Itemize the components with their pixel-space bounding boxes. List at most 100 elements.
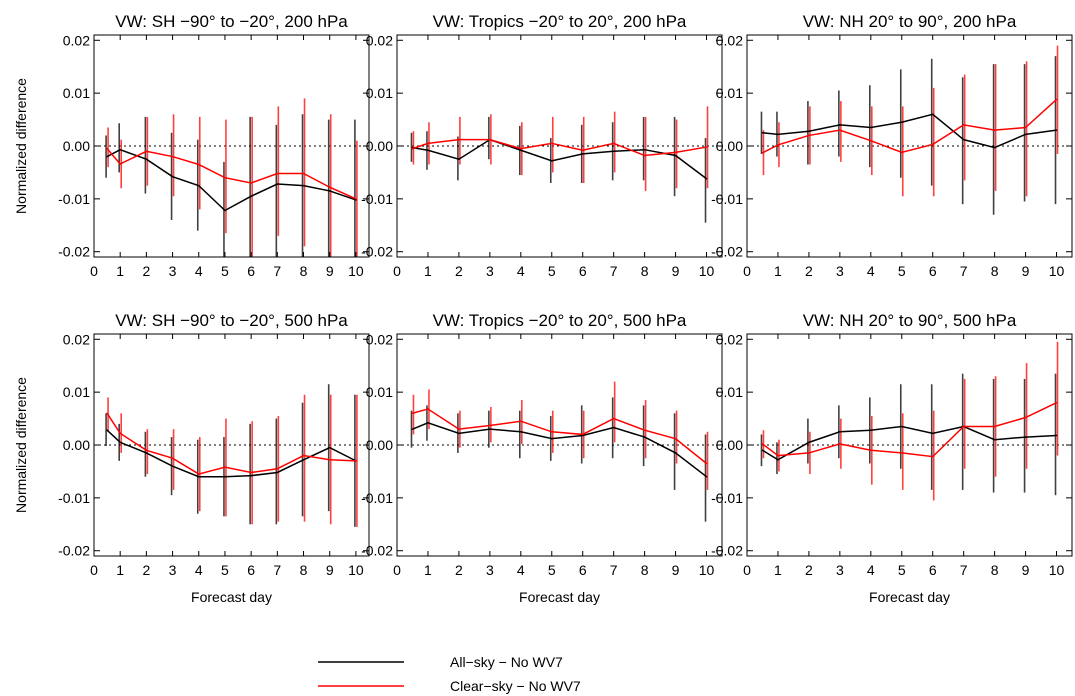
data-point <box>224 475 226 478</box>
x-tick-label: 5 <box>221 263 229 279</box>
data-point <box>328 446 331 449</box>
series-line-clear-sky <box>106 412 356 475</box>
chart-panel-4: VW: SH −90° to −20°, 500 hPa 0 1 2 3 4 5 6 7 8 9 10… <box>13 311 370 605</box>
data-point <box>171 155 174 158</box>
y-tick-label: -0.01 <box>711 490 743 506</box>
data-point <box>458 138 460 141</box>
y-tick-label: 0.02 <box>366 331 393 347</box>
y-tick-label: -0.02 <box>711 543 743 559</box>
data-point <box>171 457 174 460</box>
x-tick-label: 8 <box>991 562 999 578</box>
x-tick-label: 4 <box>195 562 203 578</box>
y-tick-label: 0.01 <box>716 384 743 400</box>
y-tick-label: 0.00 <box>63 437 90 453</box>
data-point <box>870 139 872 142</box>
x-tick-label: 6 <box>247 562 255 578</box>
data-point <box>458 158 460 161</box>
data-point <box>520 147 522 150</box>
data-point <box>520 149 522 152</box>
data-point <box>839 129 841 131</box>
data-point <box>1055 434 1058 437</box>
data-point <box>808 441 810 444</box>
x-tick-label: 5 <box>221 562 229 578</box>
chart-panel-5: VW: Tropics −20° to 20°, 500 hPa 0 1 2 3 4 5 6 7… <box>361 311 723 605</box>
data-point <box>674 151 677 154</box>
data-point <box>1055 401 1058 404</box>
data-point <box>106 155 108 158</box>
data-point <box>581 433 584 436</box>
x-tick-label: 6 <box>579 562 587 578</box>
x-tick-label: 9 <box>672 263 680 279</box>
data-point <box>643 429 646 432</box>
x-tick-label: 10 <box>1049 263 1065 279</box>
data-point <box>761 131 764 134</box>
data-point <box>962 124 965 126</box>
data-point <box>643 148 646 151</box>
x-tick-label: 10 <box>348 562 364 578</box>
data-point <box>355 460 357 462</box>
x-tick-label: 7 <box>960 562 968 578</box>
data-point <box>119 432 121 435</box>
data-point <box>250 471 252 474</box>
x-tick-label: 0 <box>90 263 98 279</box>
x-tick-label: 5 <box>548 562 556 578</box>
x-tick-label: 9 <box>1022 562 1030 578</box>
x-tick-label: 2 <box>805 263 813 279</box>
legend-label: Clear−sky − No WV7 <box>450 678 581 694</box>
x-tick-label: 3 <box>836 263 844 279</box>
y-tick-label: 0.00 <box>366 138 393 154</box>
x-tick-label: 1 <box>774 263 782 279</box>
data-point <box>489 424 491 427</box>
data-point <box>106 412 108 415</box>
data-point <box>520 420 522 423</box>
data-point <box>145 452 148 454</box>
x-tick-label: 2 <box>455 562 463 578</box>
data-point <box>427 422 429 424</box>
data-point <box>224 176 226 179</box>
x-tick-label: 0 <box>90 562 98 578</box>
data-point <box>870 429 872 432</box>
x-tick-label: 9 <box>1022 263 1030 279</box>
y-tick-label: 0.00 <box>63 138 90 154</box>
y-tick-label: -0.01 <box>58 191 90 207</box>
series-line-clear-sky <box>762 402 1057 458</box>
y-axis-label: Normalized difference <box>13 78 29 214</box>
x-tick-label: 9 <box>326 263 334 279</box>
data-point <box>808 130 810 132</box>
data-point <box>328 459 331 461</box>
data-point <box>777 133 779 136</box>
data-point <box>197 163 200 166</box>
x-tick-label: 4 <box>517 562 525 578</box>
x-tick-label: 7 <box>610 562 618 578</box>
y-tick-label: 0.01 <box>716 85 743 101</box>
data-point <box>931 143 934 146</box>
x-tick-label: 6 <box>247 263 255 279</box>
data-point <box>705 475 708 478</box>
data-point <box>777 454 779 457</box>
data-point <box>839 124 841 126</box>
data-point <box>224 209 226 212</box>
data-point <box>250 182 252 184</box>
data-point <box>900 452 903 454</box>
x-tick-label: 10 <box>1049 562 1065 578</box>
data-point <box>839 430 841 433</box>
data-point <box>900 151 903 154</box>
data-point <box>550 160 553 162</box>
x-tick-label: 2 <box>142 263 150 279</box>
x-tick-label: 5 <box>548 263 556 279</box>
data-point <box>328 190 331 192</box>
data-point <box>808 134 810 137</box>
legend: All−sky − No WV7 Clear−sky − No WV7 <box>318 654 581 694</box>
data-point <box>612 150 615 153</box>
data-point <box>870 449 872 452</box>
x-tick-label: 1 <box>424 263 432 279</box>
data-point <box>777 144 779 146</box>
data-point <box>119 148 121 151</box>
data-point <box>761 152 764 154</box>
x-tick-label: 10 <box>699 263 715 279</box>
x-tick-label: 3 <box>486 263 494 279</box>
x-tick-label: 1 <box>424 562 432 578</box>
data-point <box>119 163 121 165</box>
data-point <box>302 454 305 457</box>
data-point <box>674 452 677 454</box>
